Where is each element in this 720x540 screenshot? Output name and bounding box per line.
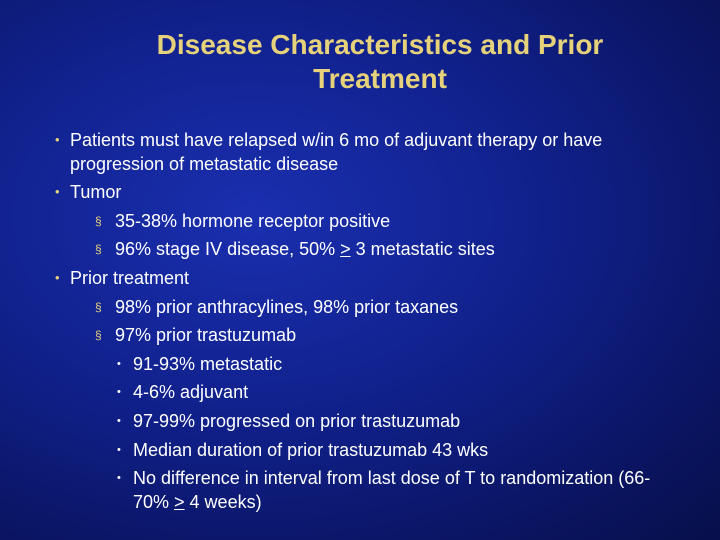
bullet-marker: • <box>117 386 121 399</box>
bullet-item: § 96% stage IV disease, 50% > 3 metastati… <box>95 237 675 261</box>
bullet-marker: • <box>55 184 60 200</box>
bullet-marker: § <box>95 328 102 343</box>
bullet-item: • Prior treatment § 98% prior anthracylines… <box>55 266 685 514</box>
bullet-marker: § <box>95 299 102 314</box>
bullet-item: § 35-38% hormone receptor positive <box>95 209 675 233</box>
bullet-item: • 97-99% progressed on prior trastuzumab <box>117 409 673 433</box>
bullet-text: Median duration of prior trastuzumab 43 … <box>133 439 489 460</box>
bullet-marker: § <box>95 242 102 257</box>
bullet-text: Tumor <box>70 182 122 203</box>
bullet-text: 97-99% progressed on prior trastuzumab <box>133 410 461 431</box>
text-part: > <box>340 239 351 260</box>
bullet-marker: • <box>55 131 60 147</box>
bullet-marker: § <box>95 213 102 228</box>
bullet-list: • Patients must have relapsed w/in 6 mo o… <box>0 123 720 514</box>
bullet-item: • Tumor § 35-38% hormone receptor positive §… <box>55 180 685 261</box>
bullet-text: 4-6% adjuvant <box>133 382 249 403</box>
text-part: No difference in interval from last dose… <box>133 468 651 513</box>
bullet-item: • No difference in interval from last dos… <box>117 466 673 514</box>
bullet-text: 35-38% hormone receptor positive <box>115 210 391 231</box>
text-part: > <box>174 492 185 513</box>
bullet-text: Prior treatment <box>70 267 190 288</box>
bullet-item: • Patients must have relapsed w/in 6 mo o… <box>55 128 685 176</box>
bullet-marker: • <box>117 443 121 456</box>
bullet-text: 98% prior anthracylines, 98% prior taxan… <box>115 296 459 317</box>
bullet-marker: • <box>117 414 121 427</box>
bullet-marker: • <box>117 357 121 370</box>
bullet-marker: • <box>117 472 121 485</box>
bullet-item: • 91-93% metastatic <box>117 352 673 376</box>
bullet-text: 97% prior trastuzumab <box>115 325 297 346</box>
bullet-marker: • <box>55 269 60 285</box>
bullet-text: Patients must have relapsed w/in 6 mo of… <box>70 129 603 174</box>
slide-title: Disease Characteristics and Prior Treatm… <box>156 29 604 94</box>
bullet-item: § 98% prior anthracylines, 98% prior taxa… <box>95 295 675 319</box>
bullet-item: § 97% prior trastuzumab • 91-93% metastatic… <box>95 323 675 514</box>
text-part: 96% stage IV disease, 50% <box>115 239 341 260</box>
bullet-text: 91-93% metastatic <box>133 353 283 374</box>
text-part: 4 weeks) <box>184 492 262 513</box>
bullet-text: No difference in interval from last dose… <box>133 468 650 512</box>
bullet-item: • Median duration of prior trastuzumab 43… <box>117 438 673 462</box>
text-part: 3 metastatic sites <box>350 239 495 260</box>
bullet-item: • 4-6% adjuvant <box>117 380 673 404</box>
bullet-text: 96% stage IV disease, 50% > 3 metastatic… <box>115 239 495 259</box>
